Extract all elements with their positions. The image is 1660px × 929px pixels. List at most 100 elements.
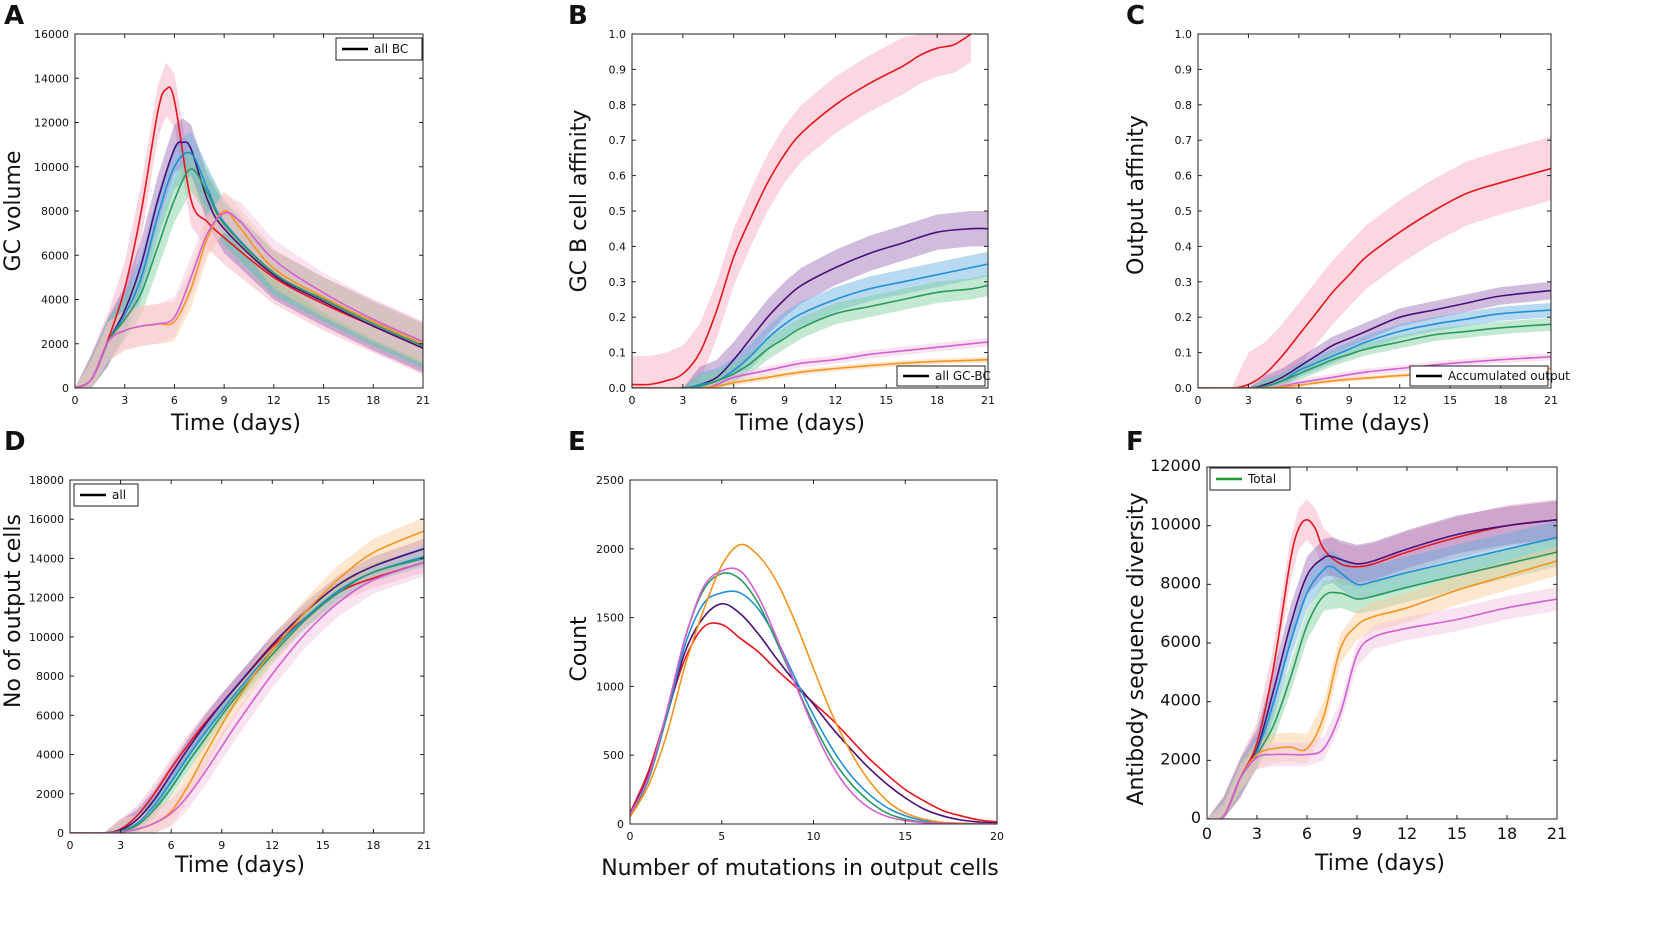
panel-letter: E — [568, 427, 586, 457]
y-tick-label: 0 — [62, 382, 69, 395]
band-orange — [632, 356, 988, 388]
series-line-red — [632, 34, 972, 386]
y-tick-label: 6000 — [36, 709, 64, 722]
y-tick-label: 10000 — [29, 631, 64, 644]
x-tick-label: 0 — [67, 839, 74, 852]
series-line-green — [1198, 323, 1551, 388]
y-tick-label: 8000 — [36, 670, 64, 683]
y-tick-label: 0.8 — [609, 99, 627, 112]
x-tick-label: 12 — [828, 394, 842, 407]
x-tick-label: 0 — [627, 830, 634, 843]
legend-label: Total — [1247, 472, 1276, 486]
band-blue — [1207, 521, 1557, 819]
legend-box — [335, 37, 423, 61]
y-tick-label: 12000 — [29, 592, 64, 605]
x-tick-label: 9 — [781, 394, 788, 407]
y-tick-label: 14000 — [34, 72, 69, 85]
x-tick-label: 0 — [629, 394, 636, 407]
series-group — [70, 517, 424, 833]
x-tick-label: 9 — [1352, 824, 1362, 843]
band-red — [75, 62, 423, 388]
x-tick-label: 5 — [718, 830, 725, 843]
y-tick-label: 10000 — [1150, 515, 1201, 534]
band-orange — [1207, 546, 1557, 819]
x-tick-label: 18 — [930, 394, 944, 407]
legend: Total — [1209, 467, 1291, 491]
x-tick-label: 6 — [171, 394, 178, 407]
series-line-magenta — [1207, 598, 1557, 819]
band-blue — [70, 547, 424, 833]
x-axis-label: Time (days) — [734, 411, 865, 436]
x-tick-label: 6 — [168, 839, 175, 852]
y-tick-label: 0.1 — [1175, 347, 1193, 360]
plot-area: 0 5 10 15 20 0 500 1000 1500 2000 2500 — [596, 474, 1004, 843]
panel-letter: A — [4, 1, 24, 31]
y-tick-label: 4000 — [36, 749, 64, 762]
y-tick-label: 0.0 — [1175, 382, 1193, 395]
series-line-orange — [632, 358, 988, 388]
series-line-red — [1207, 518, 1557, 819]
y-tick-label: 14000 — [29, 552, 64, 565]
legend: Accumulated output — [1409, 365, 1570, 387]
y-tick-label: 0.0 — [609, 382, 627, 395]
y-tick-label: 0.2 — [609, 311, 627, 324]
band-purple — [70, 538, 424, 833]
y-tick-label: 10000 — [34, 161, 69, 174]
x-tick-label: 10 — [807, 830, 821, 843]
panel-letter: C — [1126, 1, 1145, 31]
y-tick-label: 1000 — [596, 680, 624, 693]
legend: all — [73, 483, 139, 507]
x-tick-label: 21 — [416, 394, 430, 407]
band-red — [632, 34, 971, 388]
x-tick-label: 3 — [679, 394, 686, 407]
legend-box — [1209, 467, 1291, 491]
panel-e: E 0 5 10 15 20 0 500 1000 1500 2000 2500 Number of m… — [567, 427, 1004, 881]
x-axis-label: Time (days) — [174, 853, 305, 878]
band-red — [1207, 499, 1557, 819]
series-line-magenta — [75, 211, 423, 388]
band-magenta — [75, 193, 423, 388]
y-tick-label: 0 — [617, 818, 624, 831]
y-tick-label: 2000 — [596, 543, 624, 556]
panel-c: C 0 3 6 9 12 15 18 21 0.0 0.1 0.2 0.3 0.4 0.5 0.6 0.7 0.8… — [1124, 1, 1570, 436]
x-tick-label: 6 — [1302, 824, 1312, 843]
y-tick-label: 0.5 — [609, 205, 627, 218]
series-line-magenta — [632, 341, 988, 388]
x-axis-label: Number of mutations in output cells — [601, 856, 999, 881]
x-tick-label: 6 — [730, 394, 737, 407]
band-green — [75, 146, 423, 388]
y-tick-label: 0 — [1191, 808, 1201, 827]
y-axis-label: Antibody sequence diversity — [1124, 492, 1149, 805]
x-tick-label: 15 — [1443, 394, 1457, 407]
y-tick-label: 0.1 — [609, 347, 627, 360]
y-tick-label: 0.7 — [1175, 134, 1193, 147]
y-tick-label: 2000 — [36, 788, 64, 801]
x-tick-label: 0 — [1202, 824, 1212, 843]
band-green — [1198, 317, 1551, 388]
band-green — [70, 549, 424, 833]
y-tick-label: 2000 — [41, 338, 69, 351]
series-line-magenta — [630, 567, 997, 824]
plot-area: 0 3 6 9 12 15 18 21 0 2000 4000 6000 8000 10000 12000 1… — [34, 28, 430, 407]
y-tick-label: 16000 — [34, 28, 69, 41]
panel-letter: D — [4, 427, 26, 457]
plot-frame — [631, 33, 989, 389]
plot-area: 0 3 6 9 12 15 18 21 0 2000 4000 6000 8000 10000 12000 — [1150, 456, 1567, 843]
x-tick-label: 9 — [218, 839, 225, 852]
band-blue — [75, 131, 423, 388]
band-purple — [1198, 281, 1551, 388]
band-purple — [632, 211, 988, 388]
plot-area: 0 3 6 9 12 15 18 21 0.0 0.1 0.2 0.3 0.4 0.5 0.6 0.7 0.8 0… — [609, 28, 996, 407]
series-line-purple — [1198, 289, 1551, 388]
x-tick-label: 18 — [366, 394, 380, 407]
y-tick-label: 0.4 — [1175, 240, 1193, 253]
band-purple — [1207, 500, 1557, 819]
series-line-red — [1198, 167, 1551, 388]
series-line-orange — [630, 543, 997, 824]
y-tick-label: 0.7 — [609, 134, 627, 147]
plot-area: 0 3 6 9 12 15 18 21 0 2000 4000 6000 8000 10000 12000 1… — [29, 474, 431, 852]
band-red — [1198, 136, 1551, 388]
y-tick-label: 12000 — [34, 117, 69, 130]
y-axis-label: No of output cells — [1, 514, 26, 708]
series-line-magenta — [70, 561, 424, 833]
